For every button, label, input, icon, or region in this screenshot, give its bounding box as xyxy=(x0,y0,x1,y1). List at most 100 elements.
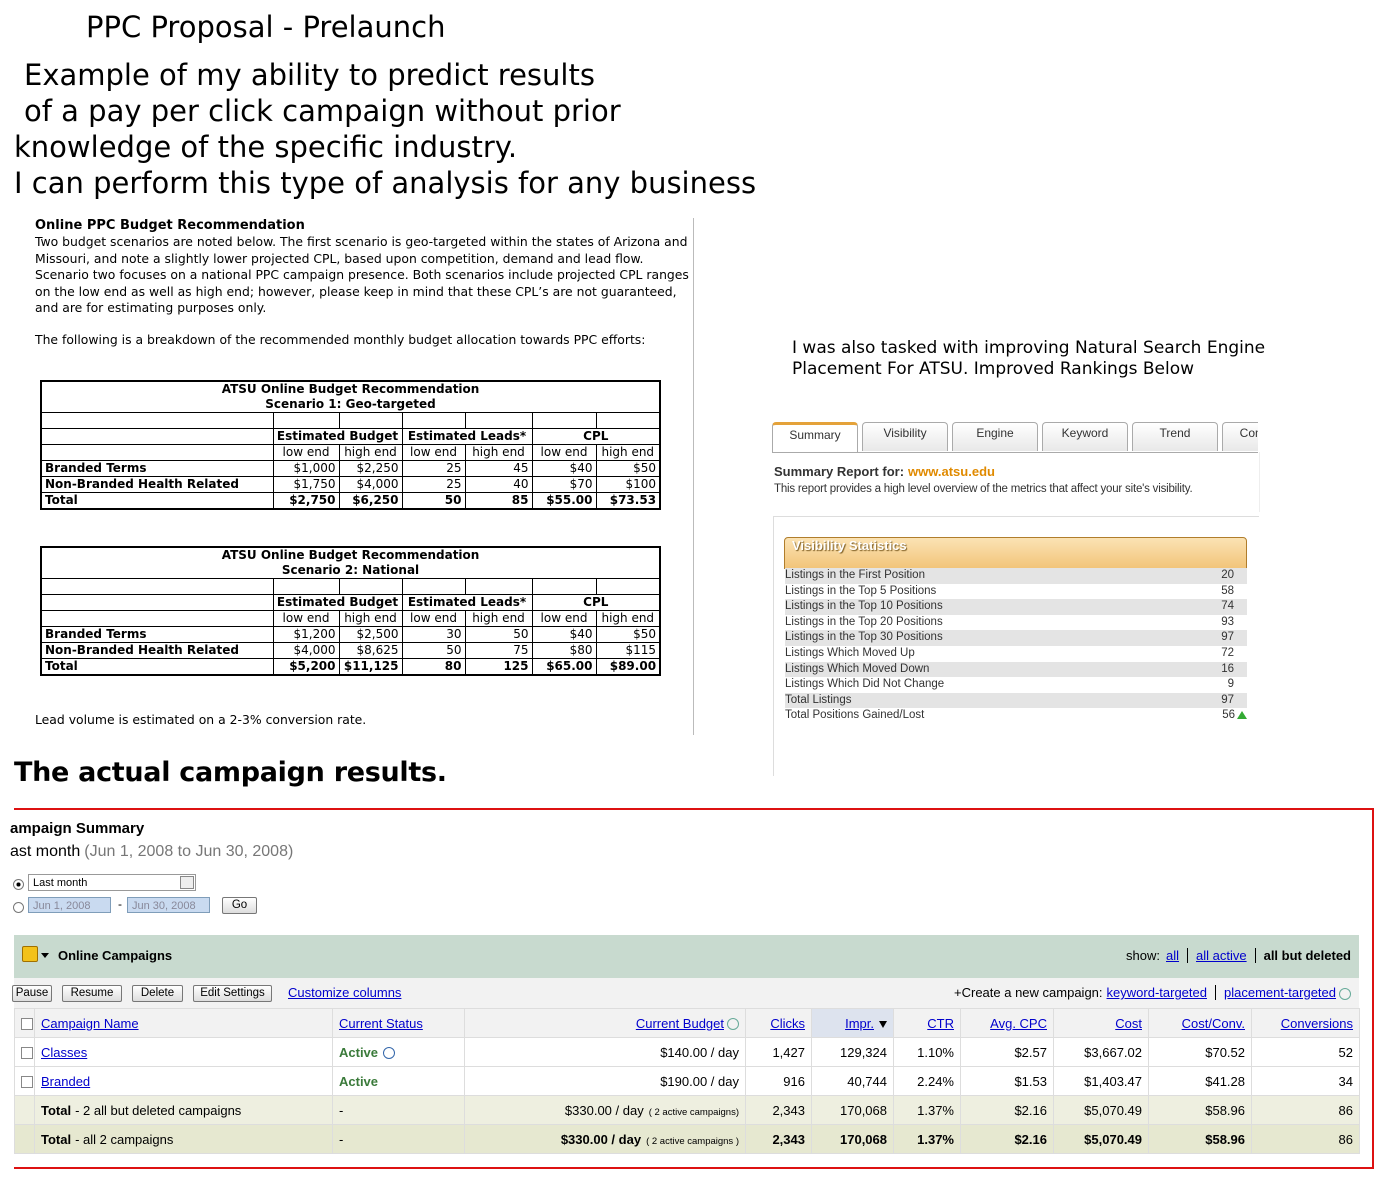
column-header: Clicks xyxy=(745,1008,812,1038)
budget-cell: 25 xyxy=(401,460,466,477)
campaign-link[interactable]: Branded xyxy=(41,1073,91,1089)
column-link[interactable]: Current Budget xyxy=(635,1015,724,1031)
subheader: low end xyxy=(531,610,597,627)
tab[interactable]: Summary xyxy=(772,422,858,452)
radio[interactable] xyxy=(13,902,24,913)
budget-cell: $2,750 xyxy=(272,492,340,510)
budget-cell: $4,000 xyxy=(272,642,340,659)
column-link[interactable]: Current Status xyxy=(339,1015,423,1031)
stat-row: Listings in the Top 5 Positions 58 xyxy=(785,584,1247,600)
go-button[interactable]: Go xyxy=(222,897,257,914)
column-header: Cost/Conv. xyxy=(1148,1008,1252,1038)
metric: $1.53 xyxy=(960,1066,1054,1096)
stats-title: Visibility Statistics xyxy=(792,538,907,553)
customize-link[interactable]: Customize columns xyxy=(288,985,402,1000)
column-link[interactable]: Conversions xyxy=(1280,1015,1353,1031)
proposal-paragraph: Two budget scenarios are noted below. Th… xyxy=(35,234,689,316)
column-link[interactable]: Clicks xyxy=(770,1015,805,1031)
budget-cell: $5,200 xyxy=(272,658,340,676)
checkbox[interactable] xyxy=(21,1076,33,1089)
stat-label: Listings in the Top 20 Positions xyxy=(785,615,943,628)
checkbox[interactable] xyxy=(21,1018,33,1031)
action-button[interactable]: Edit Settings xyxy=(193,985,272,1002)
stat-value: 97 xyxy=(1221,631,1234,644)
tab[interactable]: Competiti xyxy=(1222,422,1258,451)
action-button[interactable]: Resume xyxy=(62,985,122,1002)
tab[interactable]: Engine xyxy=(952,422,1038,451)
blank-row xyxy=(40,578,661,595)
blank-cell xyxy=(40,578,274,595)
period-range: (Jun 1, 2008 to Jun 30, 2008) xyxy=(84,843,294,860)
budget-row: Non-Branded Health Related $4,000 $8,625 50… xyxy=(40,642,661,659)
table-subtitle: Scenario 1: Geo-targeted xyxy=(40,397,661,413)
stat-row: Listings in the Top 10 Positions 74 xyxy=(785,599,1247,615)
blank-cell xyxy=(40,412,274,429)
intro-line: of a pay per click campaign without prio… xyxy=(24,94,621,128)
column-header: Avg. CPC xyxy=(960,1008,1054,1038)
action-button[interactable]: Delete xyxy=(132,985,183,1002)
total-budget: $330.00 / day ( 2 active campaigns) xyxy=(464,1095,746,1125)
column-header: Cost xyxy=(1053,1008,1149,1038)
subheader-row: low end high end low end high end low end hig… xyxy=(40,444,661,461)
budget-cell: $40 xyxy=(531,460,597,477)
status-text: Active xyxy=(339,1073,379,1089)
action-button[interactable]: Pause xyxy=(12,985,52,1002)
period-select[interactable]: Last month xyxy=(28,874,196,891)
column-link[interactable]: Cost xyxy=(1115,1015,1142,1031)
proposal: Online PPC Budget Recommendation Two budg… xyxy=(35,218,695,365)
radio[interactable] xyxy=(13,879,24,890)
blank-cell xyxy=(40,594,274,611)
budget-cell: $6,250 xyxy=(338,492,403,510)
subheader: high end xyxy=(595,444,661,461)
create-link[interactable]: keyword-targeted xyxy=(1106,985,1207,1000)
stat-row: Listings Which Did Not Change 9 xyxy=(785,677,1247,693)
date-to[interactable]: Jun 30, 2008 xyxy=(127,897,210,913)
stat-row: Listings Which Moved Up 72 xyxy=(785,646,1247,662)
campaign-row: Branded Active $190.00 / day 916 40,744 2.24%… xyxy=(14,1066,1360,1096)
filter[interactable]: all active xyxy=(1187,948,1247,963)
column-link[interactable]: CTR xyxy=(927,1015,954,1031)
blank-cell xyxy=(14,1095,35,1125)
column-link[interactable]: Cost/Conv. xyxy=(1181,1015,1245,1031)
tab[interactable]: Visibility xyxy=(862,422,948,451)
help-icon xyxy=(727,1018,739,1031)
metric: 86 xyxy=(1251,1095,1360,1125)
seo-intro: I was also tasked with improving Natural… xyxy=(792,338,1266,358)
total-row: Total - 2 all but deleted campaigns - $330.… xyxy=(14,1095,1360,1125)
budget-cell: $8,625 xyxy=(338,642,403,659)
metric: $5,070.49 xyxy=(1053,1095,1149,1125)
subheader-row: low end high end low end high end low end hig… xyxy=(40,610,661,627)
date-separator: - xyxy=(118,897,122,911)
date-from[interactable]: Jun 1, 2008 xyxy=(28,897,111,913)
total-row: Total - all 2 campaigns - $330.00 / day( 2 … xyxy=(14,1124,1360,1154)
column-link[interactable]: Avg. CPC xyxy=(990,1015,1047,1031)
checkbox[interactable] xyxy=(21,1047,33,1060)
budget-table: ATSU Online Budget Recommendation Scenari… xyxy=(40,380,662,510)
filter[interactable]: all xyxy=(1166,948,1180,963)
group-header: Estimated Budget xyxy=(272,428,403,445)
budget-cell: $80 xyxy=(531,642,597,659)
blank-cell xyxy=(14,1124,35,1154)
metric: 40,744 xyxy=(811,1066,894,1096)
subheader: low end xyxy=(401,444,466,461)
column-link[interactable]: Impr. xyxy=(845,1015,874,1031)
total-scope: - 2 all but deleted campaigns xyxy=(75,1102,242,1118)
tab[interactable]: Trend xyxy=(1132,422,1218,451)
collapse-arrow[interactable] xyxy=(41,953,49,958)
column-link[interactable]: Campaign Name xyxy=(41,1015,139,1031)
proposal-paragraph: The following is a breakdown of the reco… xyxy=(35,332,646,348)
divider xyxy=(693,218,694,735)
total-label: Total xyxy=(41,1102,72,1118)
create-link[interactable]: placement-targeted xyxy=(1214,985,1336,1000)
stat-row: Listings in the Top 20 Positions 93 xyxy=(785,615,1247,631)
group-header: Estimated Leads* xyxy=(401,428,533,445)
budget-cell: $50 xyxy=(595,626,661,643)
header-row: Campaign Name Current Status Current Budge… xyxy=(14,1008,1360,1038)
campaign-link[interactable]: Classes xyxy=(41,1044,88,1060)
tab[interactable]: Keyword xyxy=(1042,422,1128,451)
blank-cell xyxy=(595,412,661,429)
status-text: Active xyxy=(339,1044,379,1060)
table-title: ATSU Online Budget Recommendation xyxy=(40,547,661,563)
status: Active xyxy=(332,1037,465,1067)
